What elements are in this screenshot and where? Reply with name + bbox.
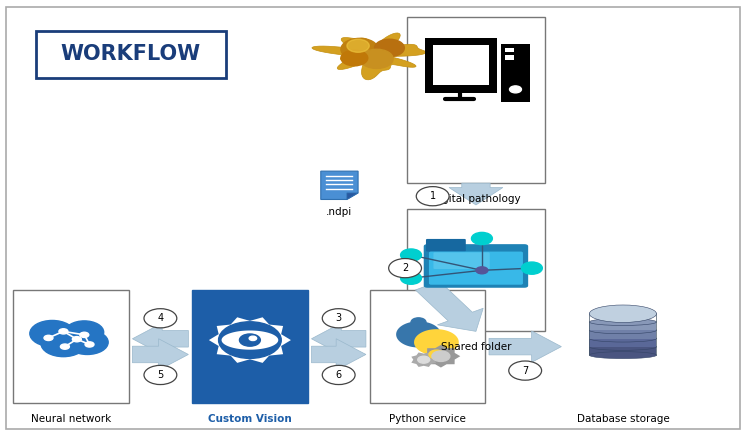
FancyBboxPatch shape bbox=[36, 31, 226, 78]
Circle shape bbox=[249, 336, 257, 341]
Circle shape bbox=[471, 232, 492, 245]
Polygon shape bbox=[449, 183, 503, 205]
Circle shape bbox=[510, 86, 521, 93]
Polygon shape bbox=[312, 33, 426, 80]
Ellipse shape bbox=[589, 318, 656, 325]
Text: WORKFLOW: WORKFLOW bbox=[60, 44, 201, 64]
Text: Database storage: Database storage bbox=[577, 414, 669, 424]
Ellipse shape bbox=[589, 327, 656, 334]
Ellipse shape bbox=[589, 344, 656, 351]
FancyBboxPatch shape bbox=[13, 290, 129, 403]
Text: 5: 5 bbox=[157, 370, 163, 380]
Circle shape bbox=[401, 249, 421, 261]
Text: 2: 2 bbox=[402, 263, 408, 273]
Circle shape bbox=[66, 330, 108, 354]
Polygon shape bbox=[489, 331, 562, 362]
Polygon shape bbox=[411, 352, 436, 367]
Circle shape bbox=[80, 332, 89, 337]
Ellipse shape bbox=[589, 351, 656, 358]
Text: Neural network: Neural network bbox=[31, 414, 111, 424]
Ellipse shape bbox=[589, 335, 656, 342]
Circle shape bbox=[429, 350, 444, 359]
Circle shape bbox=[341, 50, 368, 66]
Circle shape bbox=[322, 309, 355, 328]
Circle shape bbox=[41, 330, 86, 357]
Circle shape bbox=[85, 342, 94, 347]
Circle shape bbox=[30, 320, 75, 347]
Polygon shape bbox=[133, 323, 188, 354]
FancyBboxPatch shape bbox=[433, 45, 489, 85]
Polygon shape bbox=[589, 330, 656, 338]
Polygon shape bbox=[589, 322, 656, 330]
FancyBboxPatch shape bbox=[425, 38, 497, 93]
Circle shape bbox=[144, 365, 177, 385]
Text: Shared folder: Shared folder bbox=[441, 342, 511, 352]
Circle shape bbox=[144, 309, 177, 328]
Polygon shape bbox=[312, 339, 366, 370]
Circle shape bbox=[432, 351, 450, 361]
Text: Digital pathology: Digital pathology bbox=[431, 194, 521, 204]
Circle shape bbox=[374, 39, 404, 57]
Text: .ndpi: .ndpi bbox=[326, 208, 353, 217]
Circle shape bbox=[476, 267, 488, 274]
Circle shape bbox=[360, 49, 393, 68]
Circle shape bbox=[322, 365, 355, 385]
FancyBboxPatch shape bbox=[433, 252, 489, 269]
Circle shape bbox=[418, 356, 430, 363]
Polygon shape bbox=[209, 317, 291, 363]
Circle shape bbox=[347, 39, 369, 52]
Circle shape bbox=[411, 318, 426, 327]
Polygon shape bbox=[414, 329, 459, 355]
Circle shape bbox=[509, 361, 542, 380]
Polygon shape bbox=[421, 345, 460, 368]
Circle shape bbox=[416, 187, 449, 206]
Circle shape bbox=[389, 259, 421, 278]
Polygon shape bbox=[321, 171, 358, 200]
FancyBboxPatch shape bbox=[6, 7, 740, 429]
Circle shape bbox=[60, 344, 69, 349]
Circle shape bbox=[401, 272, 421, 284]
Circle shape bbox=[44, 335, 53, 341]
Polygon shape bbox=[222, 330, 278, 350]
Text: Python service: Python service bbox=[389, 414, 466, 424]
Circle shape bbox=[65, 321, 104, 344]
Circle shape bbox=[219, 322, 281, 358]
Circle shape bbox=[54, 327, 91, 349]
Circle shape bbox=[341, 38, 378, 60]
Text: 7: 7 bbox=[522, 366, 528, 375]
Circle shape bbox=[521, 262, 542, 274]
FancyBboxPatch shape bbox=[424, 244, 528, 288]
Circle shape bbox=[239, 334, 260, 346]
Polygon shape bbox=[312, 323, 366, 354]
FancyBboxPatch shape bbox=[505, 48, 514, 52]
FancyBboxPatch shape bbox=[370, 290, 485, 403]
Polygon shape bbox=[396, 321, 441, 347]
FancyBboxPatch shape bbox=[505, 55, 514, 60]
Polygon shape bbox=[589, 347, 656, 355]
FancyBboxPatch shape bbox=[407, 209, 545, 331]
Polygon shape bbox=[416, 281, 483, 331]
Text: 3: 3 bbox=[336, 313, 342, 323]
FancyBboxPatch shape bbox=[426, 239, 466, 252]
FancyBboxPatch shape bbox=[429, 252, 523, 285]
Text: 6: 6 bbox=[336, 370, 342, 380]
Polygon shape bbox=[589, 338, 656, 347]
FancyBboxPatch shape bbox=[192, 290, 307, 403]
FancyBboxPatch shape bbox=[407, 17, 545, 183]
Polygon shape bbox=[347, 193, 358, 200]
Circle shape bbox=[72, 337, 81, 342]
Polygon shape bbox=[133, 339, 188, 370]
Text: 1: 1 bbox=[430, 191, 436, 201]
Ellipse shape bbox=[589, 305, 656, 323]
Ellipse shape bbox=[589, 310, 656, 317]
FancyBboxPatch shape bbox=[501, 44, 530, 102]
Text: Custom Vision: Custom Vision bbox=[208, 414, 292, 424]
Circle shape bbox=[59, 329, 68, 334]
Text: 4: 4 bbox=[157, 313, 163, 323]
